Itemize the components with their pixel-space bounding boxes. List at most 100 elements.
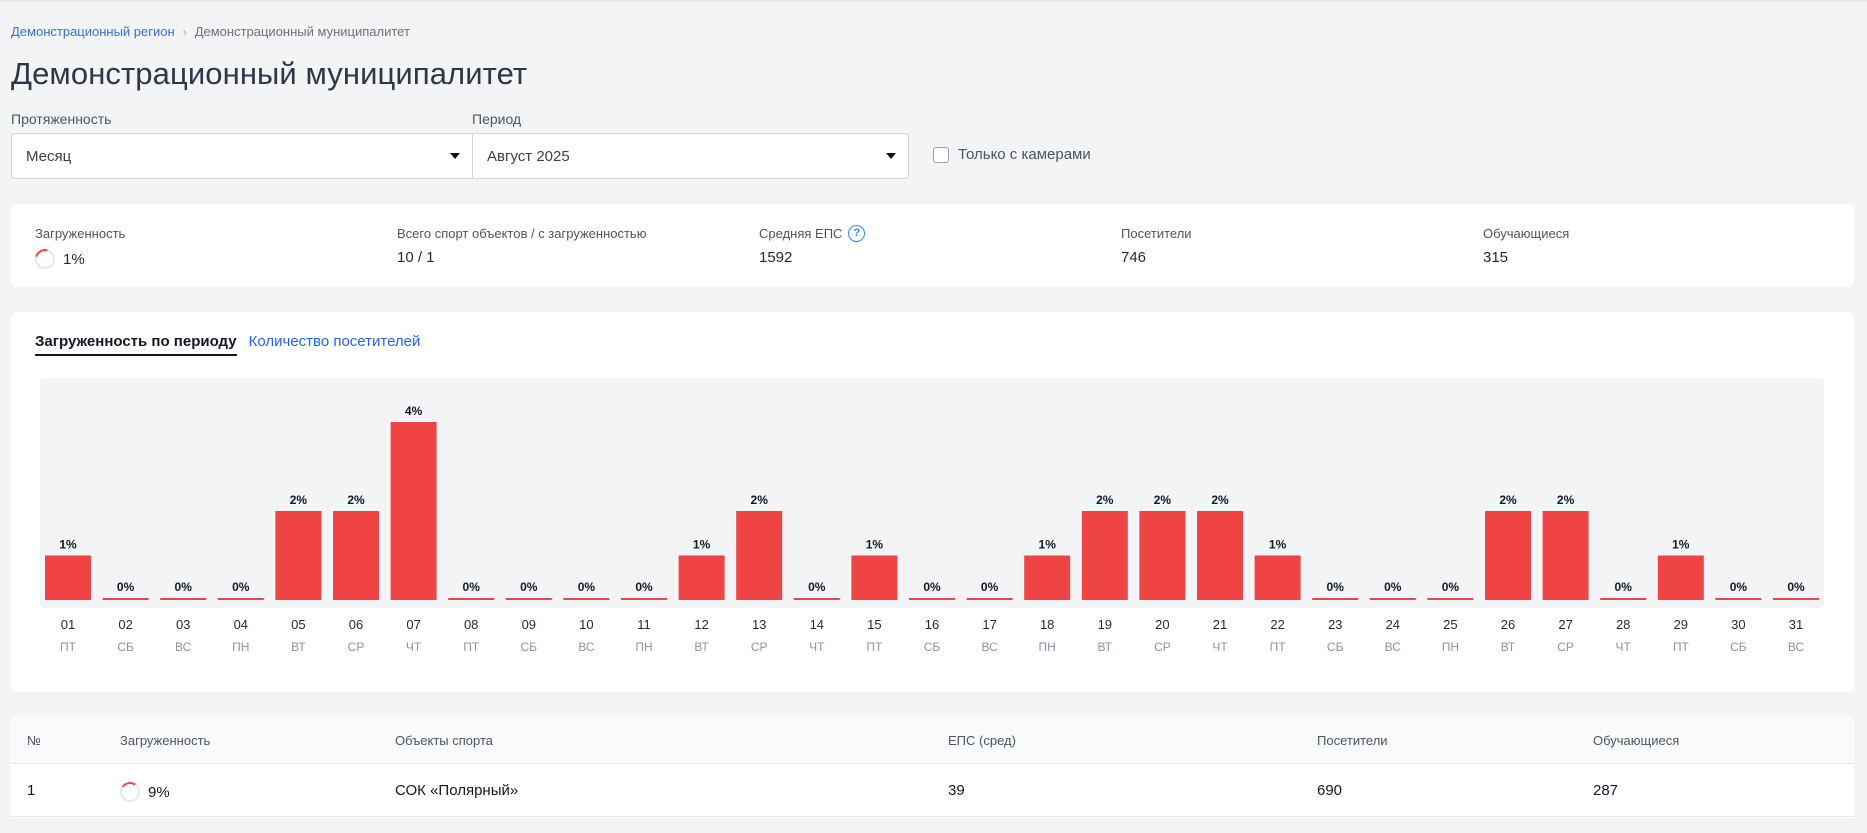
stat-eps: Средняя ЕПС ? 1592 [759, 224, 866, 266]
table-footer [11, 818, 1854, 833]
x-tick-weekday: ЧТ [406, 640, 422, 654]
bar-05[interactable] [275, 511, 322, 600]
x-tick-day: 19 [1098, 617, 1112, 632]
bar-06[interactable] [333, 511, 379, 600]
bar-value-label: 0% [635, 580, 653, 594]
x-tick-weekday: ВС [981, 640, 998, 654]
period-label: Период [472, 111, 522, 127]
bar-11[interactable] [621, 598, 667, 600]
th-visitors: Посетители [1317, 733, 1388, 748]
bar-10[interactable] [563, 598, 610, 600]
bar-19[interactable] [1081, 511, 1128, 600]
bar-02[interactable] [102, 598, 149, 600]
bar-30[interactable] [1715, 598, 1762, 600]
x-tick-weekday: ПН [1442, 640, 1459, 654]
x-tick-day: 13 [752, 617, 766, 632]
x-tick-weekday: СБ [117, 640, 134, 654]
bar-value-label: 2% [347, 493, 365, 507]
checkbox-box[interactable] [933, 146, 949, 163]
bar-28[interactable] [1600, 598, 1647, 600]
bar-12[interactable] [678, 555, 725, 601]
x-tick-weekday: ПТ [60, 640, 77, 654]
page-title: Демонстрационный муниципалитет [11, 56, 528, 91]
bar-value-label: 2% [1211, 493, 1229, 507]
bar-14[interactable] [793, 598, 840, 600]
bar-15[interactable] [851, 555, 898, 601]
bar-value-label: 2% [1154, 493, 1172, 507]
x-tick-weekday: ПТ [866, 640, 883, 654]
bar-17[interactable] [966, 598, 1013, 600]
th-students: Обучающиеся [1593, 733, 1680, 748]
bar-07[interactable] [390, 422, 437, 600]
stat-objects-value: 10 / 1 [397, 249, 435, 266]
x-tick-weekday: ЧТ [1212, 640, 1228, 654]
bar-value-label: 2% [751, 493, 769, 507]
x-tick-day: 20 [1155, 617, 1169, 632]
bar-24[interactable] [1369, 598, 1416, 600]
stat-eps-value: 1592 [759, 249, 793, 266]
x-tick-day: 27 [1558, 617, 1572, 632]
x-tick-day: 03 [176, 617, 190, 632]
bar-value-label: 2% [1096, 493, 1114, 507]
bar-13[interactable] [736, 511, 783, 600]
cell-load: 9% [148, 783, 170, 801]
x-tick-weekday: СБ [924, 640, 941, 654]
cell-object[interactable]: СОК «Полярный» [395, 782, 519, 799]
bar-20[interactable] [1139, 511, 1186, 600]
x-tick-day: 28 [1616, 617, 1630, 632]
x-tick-weekday: СБ [1730, 640, 1747, 654]
stat-load: Загруженность 1% [35, 224, 125, 269]
x-tick-day: 01 [61, 617, 75, 632]
stat-objects: Всего спорт объектов / с загруженностью … [397, 224, 646, 267]
help-icon[interactable]: ? [848, 224, 866, 242]
bar-value-label: 0% [232, 580, 250, 594]
stat-students-value: 315 [1483, 249, 1509, 266]
x-tick-day: 06 [349, 617, 363, 632]
bar-23[interactable] [1312, 598, 1359, 600]
x-tick-weekday: СБ [521, 640, 538, 654]
chart-tabs: Загруженность по периоду Количество посе… [35, 333, 420, 356]
stat-eps-label: Средняя ЕПС [759, 225, 843, 241]
x-tick-day: 08 [464, 617, 478, 632]
bar-08[interactable] [448, 598, 495, 600]
bar-value-label: 2% [1499, 493, 1517, 507]
x-tick-weekday: СР [751, 640, 768, 654]
bar-01[interactable] [45, 555, 91, 601]
bar-18[interactable] [1024, 555, 1071, 601]
bar-value-label: 0% [578, 580, 596, 594]
bar-16[interactable] [909, 598, 955, 600]
bar-value-label: 1% [1269, 538, 1287, 552]
period-select[interactable]: Август 2025 [472, 133, 909, 179]
bar-26[interactable] [1485, 511, 1531, 600]
bar-value-label: 0% [1327, 580, 1345, 594]
extent-select[interactable]: Месяц [11, 133, 473, 179]
table-row[interactable]: 1 9% СОК «Полярный» 39 690 287 [11, 764, 1854, 817]
tab-load-by-period[interactable]: Загруженность по периоду [35, 333, 237, 356]
bar-21[interactable] [1197, 511, 1243, 600]
x-tick-day: 12 [694, 617, 708, 632]
x-tick-day: 21 [1213, 617, 1227, 632]
cameras-only-label: Только с камерами [958, 146, 1091, 163]
breadcrumb-region-link[interactable]: Демонстрационный регион [11, 24, 175, 39]
x-tick-weekday: ВС [1788, 640, 1805, 654]
bar-04[interactable] [217, 598, 264, 600]
tab-visitors-count[interactable]: Количество посетителей [248, 333, 421, 350]
bar-09[interactable] [505, 598, 552, 600]
load-ring-icon [120, 782, 140, 802]
load-ring-icon [35, 249, 55, 269]
x-tick-weekday: ПТ [1270, 640, 1287, 654]
breadcrumb-current: Демонстрационный муниципалитет [194, 24, 410, 39]
cameras-only-checkbox[interactable]: Только с камерами [933, 146, 1091, 163]
bar-22[interactable] [1254, 555, 1301, 601]
bar-29[interactable] [1657, 555, 1704, 601]
bar-value-label: 0% [1615, 580, 1633, 594]
bar-03[interactable] [160, 598, 207, 600]
caret-down-icon [886, 153, 896, 159]
bar-31[interactable] [1773, 598, 1819, 600]
x-tick-weekday: ПН [1039, 640, 1056, 654]
bar-25[interactable] [1427, 598, 1474, 600]
bar-value-label: 0% [1384, 580, 1402, 594]
x-tick-day: 29 [1674, 617, 1688, 632]
x-tick-day: 18 [1040, 617, 1054, 632]
bar-27[interactable] [1542, 511, 1589, 600]
